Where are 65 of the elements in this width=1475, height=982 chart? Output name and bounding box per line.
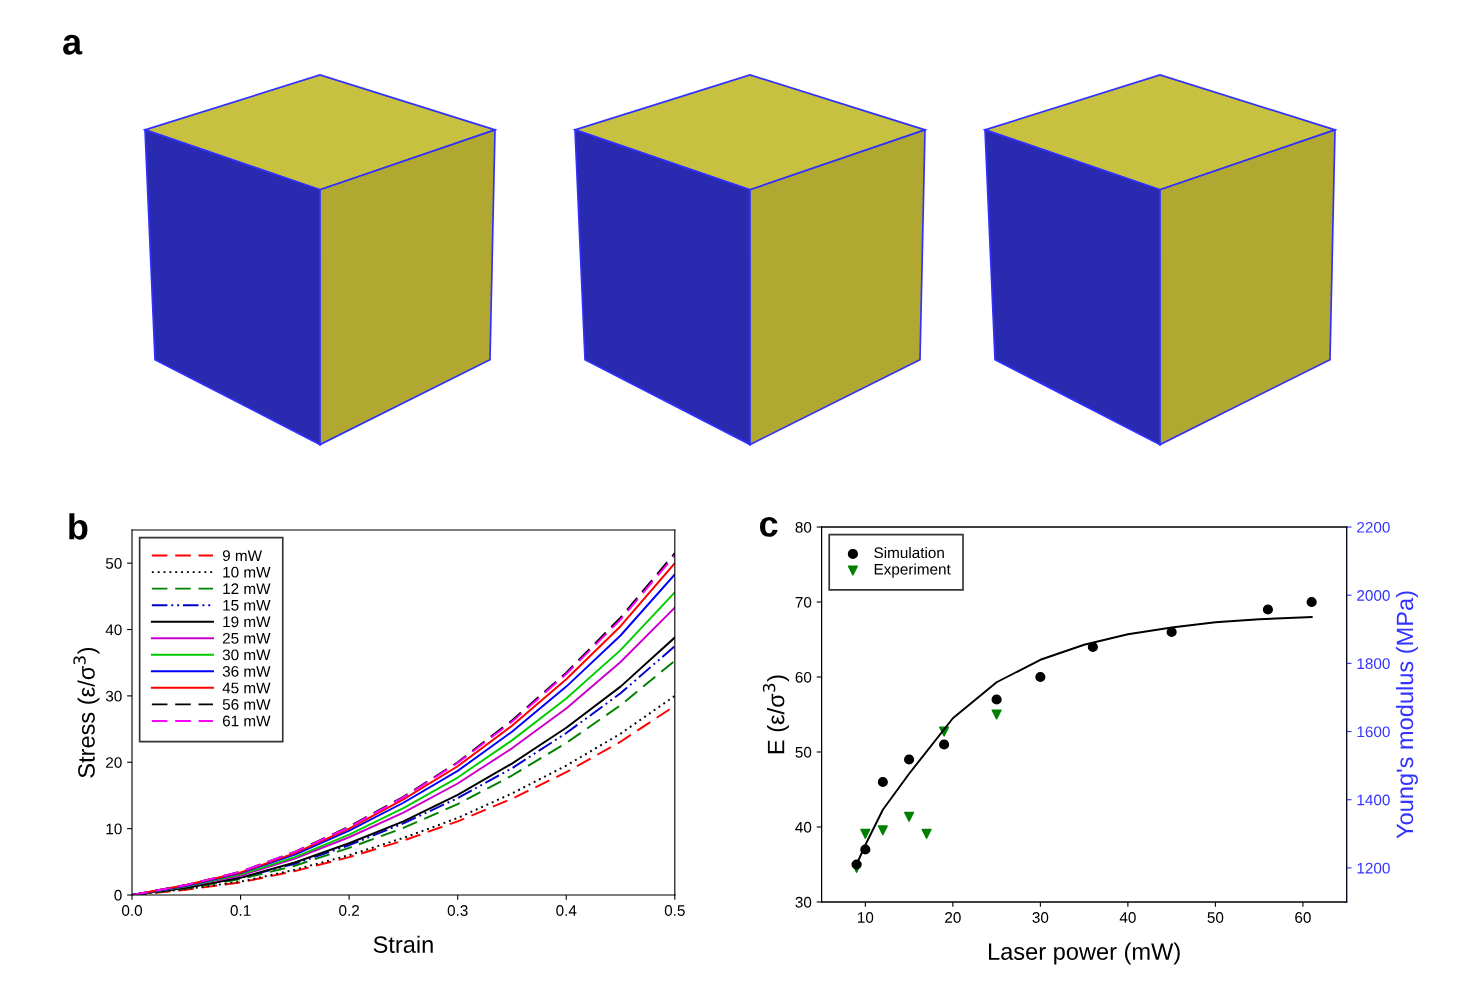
legend-label: 61 mW xyxy=(222,715,271,727)
y-tick-label: 50 xyxy=(795,746,812,758)
legend-label: 36 mW xyxy=(222,665,271,677)
point xyxy=(860,844,871,855)
y2-tick-label: 1800 xyxy=(1357,658,1390,670)
x-tick-label: 50 xyxy=(1207,912,1224,923)
y-tick-label: 80 xyxy=(795,521,812,533)
point xyxy=(1306,596,1317,608)
y-tick-label: 60 xyxy=(795,671,812,683)
y2-tick-label: 2200 xyxy=(1357,521,1390,533)
point xyxy=(991,709,1002,720)
point xyxy=(1262,604,1273,615)
legend-label: 56 mW xyxy=(222,699,271,710)
y-tick-label: 50 xyxy=(105,558,122,569)
legend-label: 19 mW xyxy=(223,616,271,628)
y-axis-title: Stress (ε/σ$^{3}$) xyxy=(73,647,100,778)
y2-tick-label: 1600 xyxy=(1357,726,1390,738)
text: c xyxy=(759,516,778,537)
legend-label: 10 mW xyxy=(223,566,271,578)
y-tick-label: 70 xyxy=(795,596,812,608)
point xyxy=(921,828,932,839)
text: b xyxy=(69,513,88,540)
x-tick-label: 0.3 xyxy=(447,905,468,916)
legend-label: 45 mW xyxy=(222,682,271,694)
x-tick-label: 0.2 xyxy=(339,905,359,916)
x-tick-label: 10 xyxy=(858,912,874,923)
y2-tick-label: 1200 xyxy=(1357,862,1390,874)
y2-axis-title: Young's modulus (MPa) xyxy=(1395,591,1418,839)
x-tick-label: 30 xyxy=(1032,912,1049,923)
point xyxy=(991,694,1002,705)
legend-label: Simulation xyxy=(874,546,944,559)
text: a xyxy=(63,34,83,55)
point xyxy=(860,828,871,839)
x-tick-label: 0.5 xyxy=(664,905,685,916)
x-tick-label: 0.4 xyxy=(556,905,577,916)
x-tick-label: 20 xyxy=(945,912,961,923)
x-tick-label: 40 xyxy=(1119,912,1136,923)
y-tick-label: 30 xyxy=(795,896,812,908)
y2-tick-label: 2000 xyxy=(1357,590,1390,601)
x-tick-label: 0.0 xyxy=(121,905,143,916)
point xyxy=(904,811,915,822)
x-axis-title: Strain xyxy=(373,935,433,953)
x-axis-title: Laser power (mW) xyxy=(988,942,1180,965)
y-tick-label: 20 xyxy=(106,757,122,768)
legend-label: 15 mW xyxy=(223,600,271,611)
legend-label: 30 mW xyxy=(222,649,271,661)
point xyxy=(877,825,888,836)
point xyxy=(1035,671,1046,683)
legend-label: 25 mW xyxy=(222,632,271,644)
point xyxy=(877,776,888,788)
legend-label: 9 mW xyxy=(222,550,262,562)
x-tick-label: 60 xyxy=(1295,912,1311,923)
legend-label: 12 mW xyxy=(223,583,271,594)
y-axis-title: E (ε/σ$^{3}$) xyxy=(762,675,790,754)
y-tick-label: 10 xyxy=(106,823,122,835)
x-tick-label: 0.1 xyxy=(230,905,251,916)
point xyxy=(939,739,950,750)
y-tick-label: 0 xyxy=(114,889,122,901)
y-tick-label: 30 xyxy=(105,690,122,702)
y2-tick-label: 1400 xyxy=(1357,794,1390,806)
point xyxy=(904,754,915,765)
point xyxy=(1087,641,1098,653)
y-tick-label: 40 xyxy=(795,821,812,833)
y-tick-label: 40 xyxy=(105,624,122,636)
legend-label: Experiment xyxy=(874,563,951,578)
